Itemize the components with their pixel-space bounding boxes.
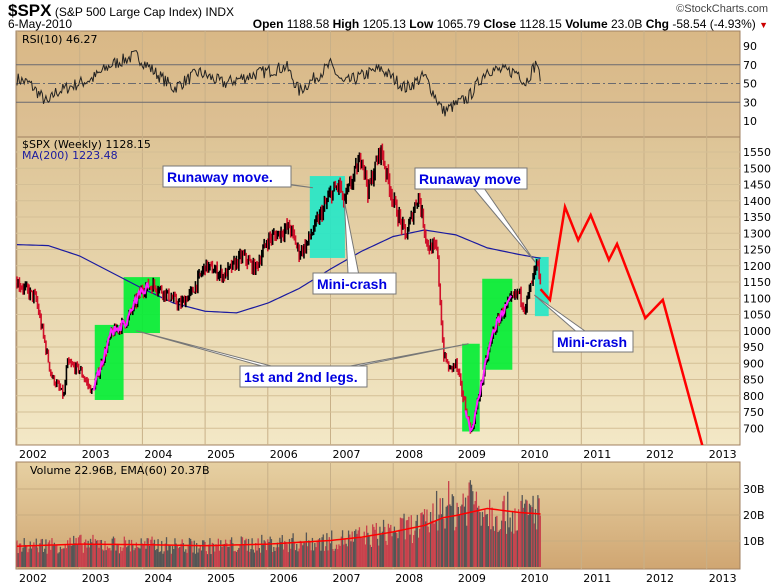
x-tick-label-top: 2003 bbox=[82, 448, 110, 461]
quote-label: Low bbox=[409, 17, 437, 31]
price-tick-label: 1500 bbox=[743, 162, 771, 175]
down-arrow-icon: ▼ bbox=[759, 20, 768, 30]
x-tick-label-top: 2009 bbox=[458, 448, 486, 461]
x-tick-label-bottom: 2008 bbox=[395, 572, 423, 585]
x-tick-label-top: 2008 bbox=[395, 448, 423, 461]
rsi-line bbox=[16, 50, 541, 117]
annotation-label: 1st and 2nd legs. bbox=[244, 369, 358, 385]
price-tick-label: 1300 bbox=[743, 227, 771, 240]
price-tick-label: 1450 bbox=[743, 179, 771, 192]
price-tick-label: 850 bbox=[743, 374, 764, 387]
annotation-box bbox=[414, 167, 528, 190]
quote-value: 1188.58 bbox=[286, 17, 333, 31]
quote-label: Volume bbox=[565, 17, 611, 31]
leg-highlight-line bbox=[92, 282, 150, 391]
annotation-label: Runaway move. bbox=[167, 169, 273, 185]
x-tick-label-top: 2012 bbox=[646, 448, 674, 461]
annotation-box bbox=[239, 365, 368, 388]
rsi-tick-label: 70 bbox=[743, 59, 757, 72]
quote-value: 1205.13 bbox=[362, 17, 410, 31]
price-tick-label: 750 bbox=[743, 406, 764, 419]
volume-legend: Volume 22.96B, EMA(60) 20.37B bbox=[30, 464, 210, 477]
x-tick-label-bottom: 2005 bbox=[207, 572, 235, 585]
rsi-tick-label: 90 bbox=[743, 40, 757, 53]
copyright: ©StockCharts.com bbox=[676, 3, 768, 15]
price-tick-label: 1200 bbox=[743, 260, 771, 273]
quote-value: 1128.15 bbox=[519, 17, 566, 31]
price-tick-label: 1100 bbox=[743, 292, 771, 305]
ma200-line bbox=[16, 229, 541, 314]
chart-title: $SPX (S&P 500 Large Cap Index) INDX bbox=[8, 1, 234, 21]
x-tick-label-bottom: 2011 bbox=[583, 572, 611, 585]
x-tick-label-top: 2011 bbox=[583, 448, 611, 461]
x-tick-label-top: 2002 bbox=[19, 448, 47, 461]
x-tick-label-top: 2005 bbox=[207, 448, 235, 461]
quote-value: 1065.79 bbox=[436, 17, 484, 31]
x-tick-label-bottom: 2009 bbox=[458, 572, 486, 585]
price-tick-label: 1050 bbox=[743, 309, 771, 322]
quote-label: Close bbox=[483, 17, 520, 31]
x-tick-label-bottom: 2004 bbox=[144, 572, 172, 585]
price-tick-label: 1150 bbox=[743, 276, 771, 289]
symbol-name: (S&P 500 Large Cap Index) INDX bbox=[54, 5, 235, 19]
rsi-tick-label: 50 bbox=[743, 78, 757, 91]
price-tick-label: 1550 bbox=[743, 146, 771, 159]
highlight-box bbox=[462, 343, 480, 432]
x-tick-label-top: 2004 bbox=[144, 448, 172, 461]
x-tick-label-bottom: 2013 bbox=[709, 572, 737, 585]
price-tick-label: 1000 bbox=[743, 325, 771, 338]
x-tick-label-top: 2013 bbox=[709, 448, 737, 461]
rsi-tick-label: 30 bbox=[743, 96, 757, 109]
volume-tick-label: 30B bbox=[743, 483, 765, 496]
annotation-label: Mini-crash bbox=[317, 276, 387, 292]
x-tick-label-bottom: 2010 bbox=[521, 572, 549, 585]
ema60-line bbox=[16, 507, 541, 547]
price-tick-label: 1250 bbox=[743, 244, 771, 257]
quote-value: -58.54 (-4.93%) bbox=[672, 17, 760, 31]
x-tick-label-top: 2006 bbox=[270, 448, 298, 461]
symbol: $SPX bbox=[8, 1, 52, 20]
x-tick-label-bottom: 2012 bbox=[646, 572, 674, 585]
annotation-box bbox=[162, 165, 292, 188]
x-tick-label-bottom: 2002 bbox=[19, 572, 47, 585]
quote-label: Chg bbox=[645, 17, 673, 31]
ma200-legend: MA(200) 1223.48 bbox=[22, 149, 118, 162]
annotation-label: Runaway move bbox=[419, 171, 521, 187]
price-tick-label: 950 bbox=[743, 341, 764, 354]
projection-line bbox=[539, 202, 704, 445]
annotation-box bbox=[552, 330, 634, 353]
annotation-box bbox=[312, 272, 397, 295]
quote-value: 23.0B bbox=[610, 17, 646, 31]
x-tick-label-top: 2010 bbox=[521, 448, 549, 461]
price-tick-label: 800 bbox=[743, 390, 764, 403]
quote-label: High bbox=[332, 17, 363, 31]
price-tick-label: 700 bbox=[743, 422, 764, 435]
x-tick-label-top: 2007 bbox=[333, 448, 361, 461]
rsi-legend: RSI(10) 46.27 bbox=[22, 33, 97, 46]
x-tick-label-bottom: 2006 bbox=[270, 572, 298, 585]
rsi-tick-label: 10 bbox=[743, 115, 757, 128]
annotation-label: Mini-crash bbox=[557, 334, 627, 350]
volume-tick-label: 10B bbox=[743, 535, 765, 548]
price-tick-label: 1350 bbox=[743, 211, 771, 224]
price-legend: $SPX (Weekly) 1128.15 bbox=[22, 138, 151, 151]
volume-tick-label: 20B bbox=[743, 509, 765, 522]
quote-summary: Open 1188.58 High 1205.13 Low 1065.79 Cl… bbox=[253, 17, 768, 31]
leg-highlight-line bbox=[464, 295, 513, 434]
price-tick-label: 900 bbox=[743, 357, 764, 370]
price-tick-label: 1400 bbox=[743, 195, 771, 208]
quote-label: Open bbox=[252, 17, 287, 31]
x-tick-label-bottom: 2007 bbox=[333, 572, 361, 585]
x-tick-label-bottom: 2003 bbox=[82, 572, 110, 585]
chart-date: 6-May-2010 bbox=[8, 17, 73, 31]
